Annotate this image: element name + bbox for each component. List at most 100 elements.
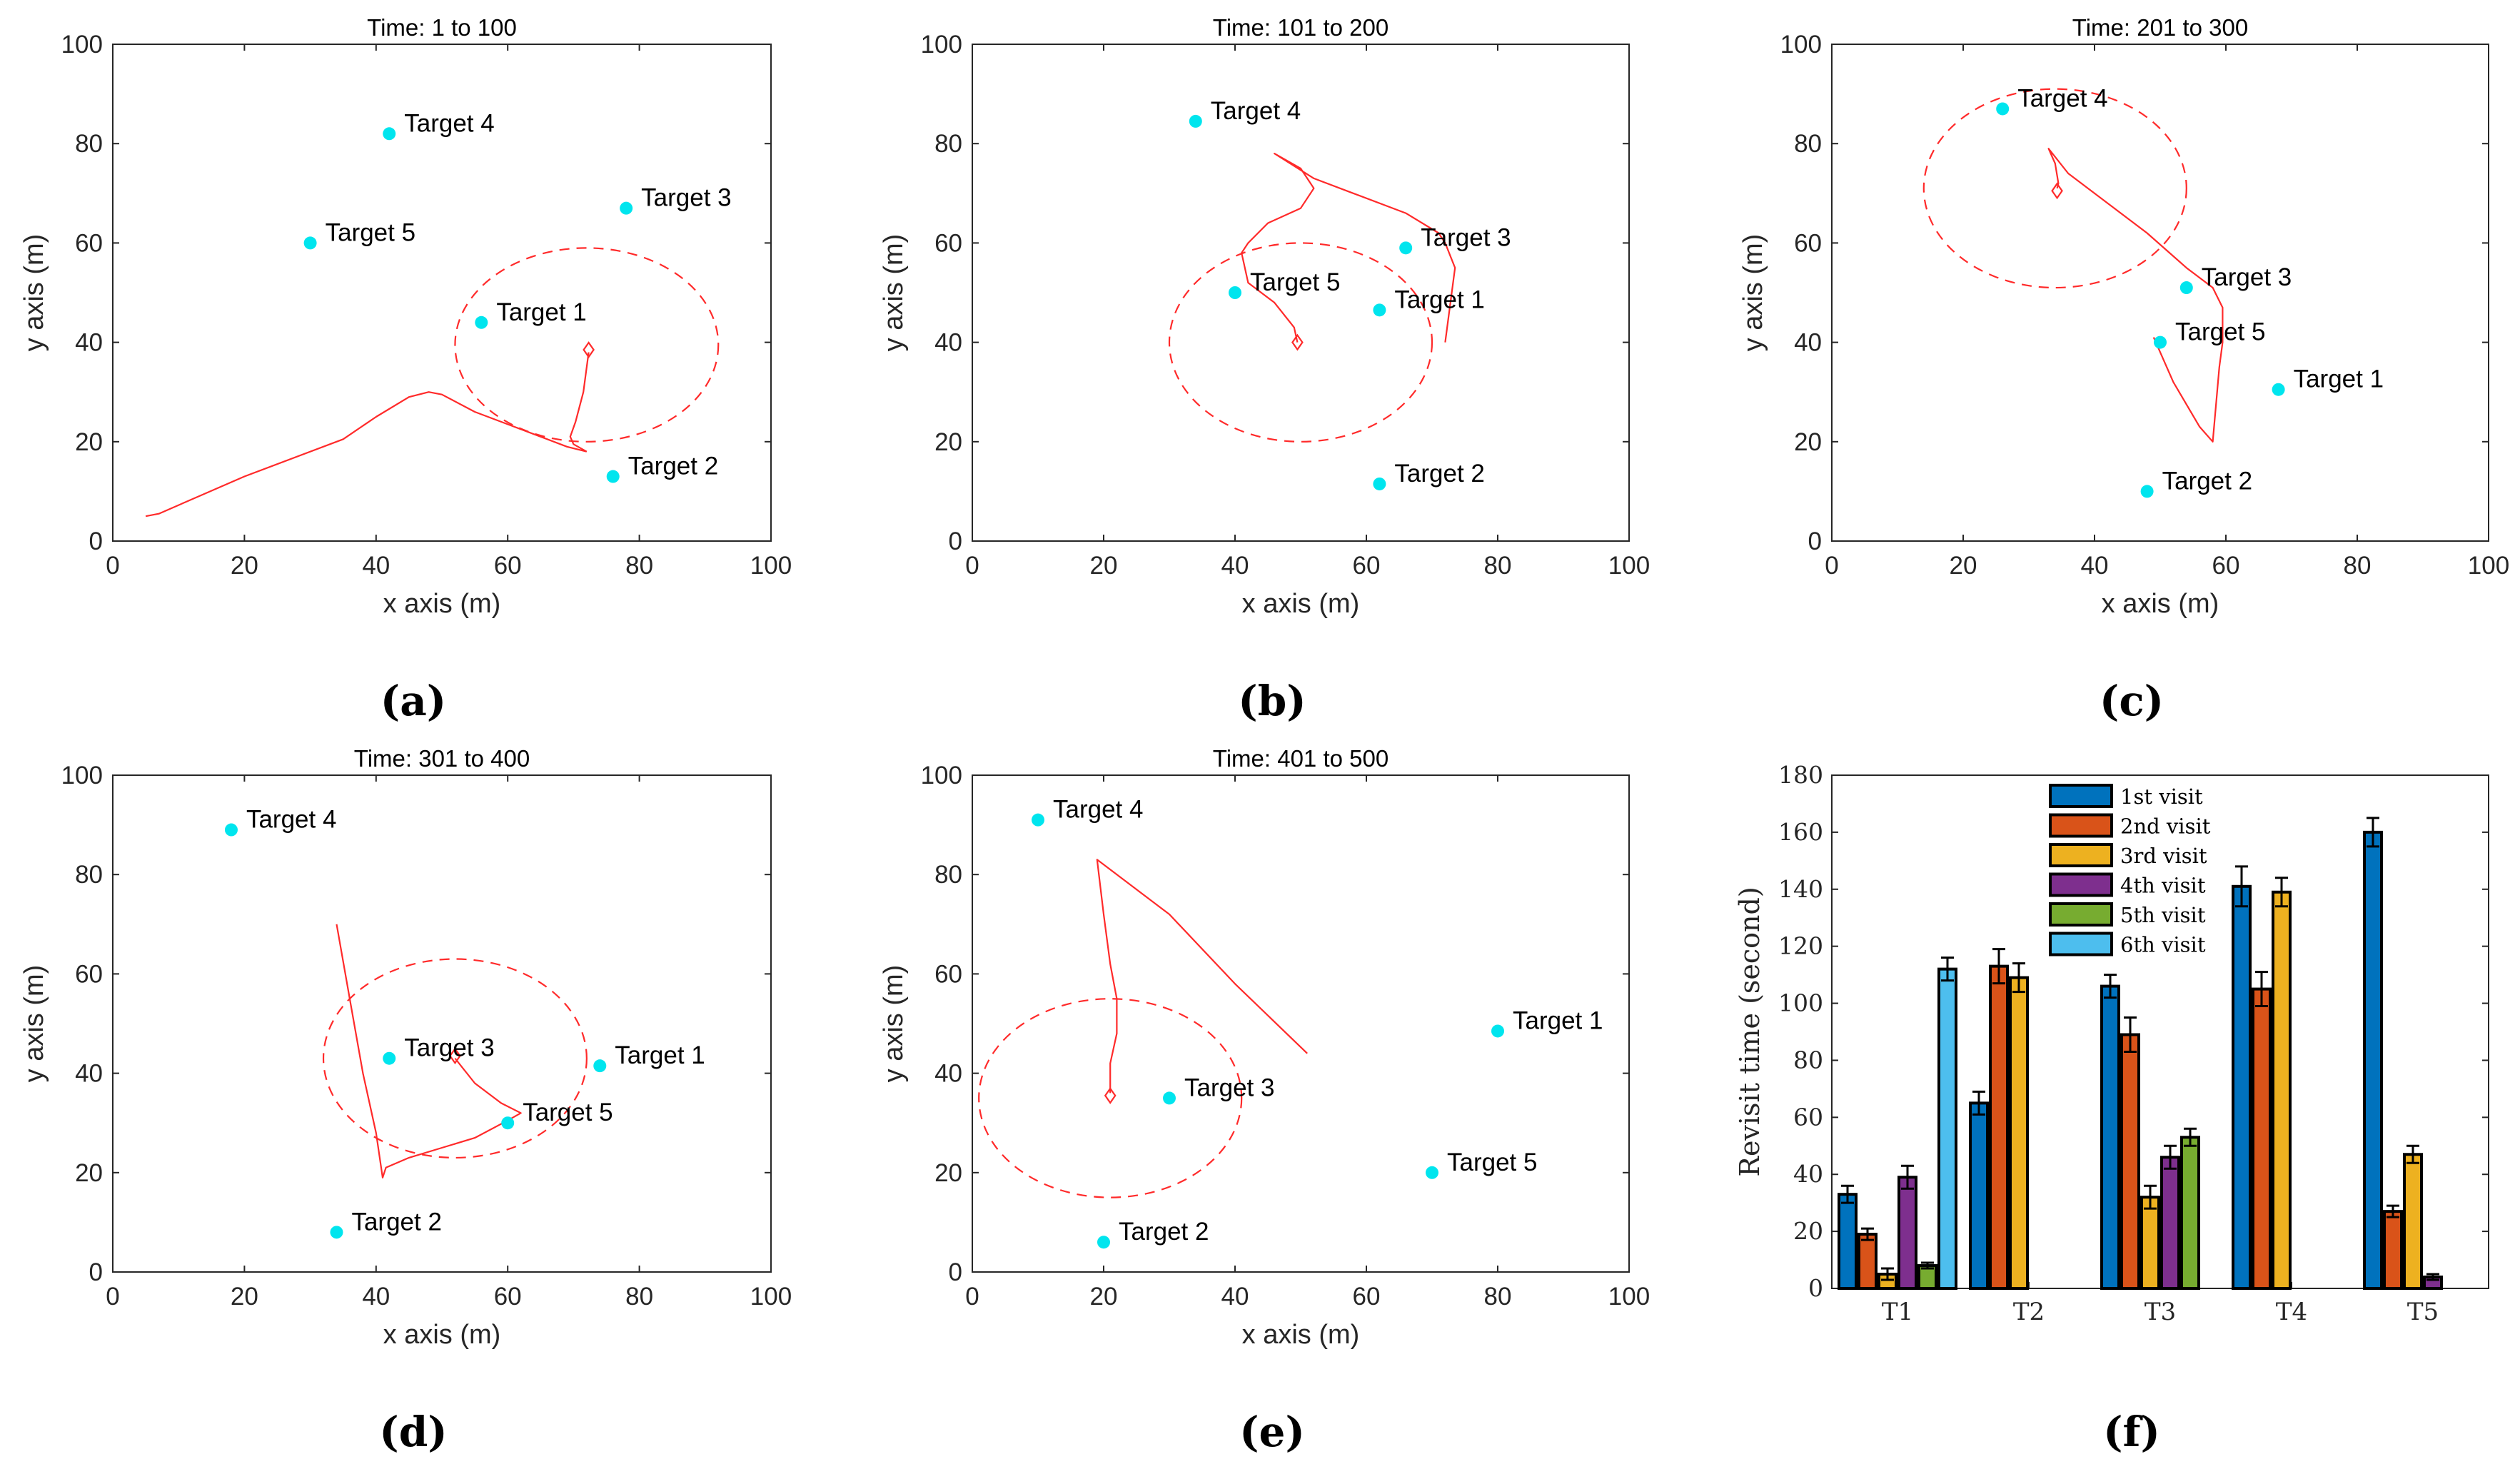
- x-tick-label: 80: [625, 552, 653, 580]
- target-point: [330, 1226, 343, 1239]
- legend-box: [2045, 777, 2225, 962]
- bar: [2160, 1156, 2180, 1291]
- target-label: Target 3: [404, 1034, 494, 1062]
- target-point: [1399, 241, 1413, 255]
- agent-marker: [2051, 182, 2063, 200]
- x-tick-label: 20: [1090, 552, 1118, 580]
- x-tick-label: 100: [1608, 552, 1650, 580]
- bar: [2232, 884, 2252, 1290]
- x-tick-label: 60: [2212, 552, 2240, 580]
- x-tick-label: 0: [106, 552, 119, 580]
- trajectory-line: [1096, 859, 1308, 1094]
- x-tick-label: T3: [2144, 1298, 2176, 1326]
- x-tick-label: 60: [494, 1283, 522, 1311]
- legend-label: 6th visit: [2120, 933, 2206, 957]
- target-label: Target 4: [404, 109, 494, 137]
- sensing-circle: [1922, 88, 2187, 289]
- y-axis-label: y axis (m): [19, 965, 49, 1083]
- sensing-circle: [978, 998, 1243, 1198]
- scatter-panel: 0 20 40 60 80 100 0 20 40 60 80 100 Time: 101 to 200…: [879, 14, 1650, 725]
- scatter-panel: 0 20 40 60 80 100 0 20 40 60 80 100 Time: 1 to 100 x …: [19, 14, 792, 725]
- y-axis-label: y axis (m): [879, 234, 909, 352]
- legend-swatch: [2049, 843, 2113, 867]
- panel-label: (f): [2103, 1408, 2160, 1456]
- y-tick-label: 20: [75, 428, 103, 456]
- y-axis-label: y axis (m): [879, 965, 909, 1083]
- target-point: [1491, 1024, 1504, 1038]
- target-point: [606, 470, 620, 483]
- y-tick-label: 60: [75, 960, 103, 988]
- y-axis-label: y axis (m): [19, 234, 49, 352]
- y-tick-label: 20: [1793, 1217, 1823, 1245]
- chart-title: Time: 401 to 500: [1213, 745, 1388, 772]
- bar: [1897, 1176, 1917, 1291]
- target-point: [475, 315, 488, 329]
- target-label: Target 4: [1053, 796, 1143, 824]
- y-tick-label: 20: [75, 1159, 103, 1187]
- x-tick-label: 80: [625, 1283, 653, 1311]
- trajectory-line: [336, 924, 522, 1178]
- x-tick-label: 100: [750, 1283, 792, 1311]
- x-tick-label: 60: [494, 552, 522, 580]
- target-label: Target 3: [2202, 263, 2292, 291]
- trajectory-line: [1241, 153, 1456, 343]
- x-tick-label: 80: [1484, 1283, 1512, 1311]
- bar: [1989, 964, 2009, 1291]
- bar: [2100, 984, 2120, 1290]
- panel-label: (a): [380, 677, 446, 725]
- y-tick-label: 120: [1778, 932, 1823, 960]
- axes-box: [1831, 44, 2489, 542]
- y-tick-label: 100: [1778, 989, 1823, 1017]
- axes-box: [112, 44, 772, 542]
- y-tick-label: 0: [1808, 527, 1822, 555]
- target-label: Target 2: [1394, 460, 1484, 488]
- y-tick-label: 0: [949, 1258, 962, 1286]
- target-point: [224, 823, 238, 837]
- x-tick-label: 0: [1825, 552, 1838, 580]
- x-tick-label: 20: [1090, 1283, 1118, 1311]
- y-tick-label: 80: [75, 130, 103, 158]
- panel-label: (d): [379, 1408, 447, 1456]
- y-tick-label: 40: [934, 329, 962, 357]
- sensing-circle: [454, 247, 720, 443]
- target-point: [620, 201, 633, 215]
- scatter-panel: 0 20 40 60 80 100 0 20 40 60 80 100 Time: 401 to 500…: [879, 745, 1650, 1456]
- y-tick-label: 100: [1780, 31, 1822, 59]
- target-label: Target 3: [1421, 223, 1511, 251]
- y-tick-label: 0: [949, 527, 962, 555]
- legend-label: 4th visit: [2120, 874, 2206, 898]
- x-tick-label: 60: [1353, 1283, 1381, 1311]
- x-tick-label: T1: [1882, 1298, 1913, 1326]
- x-tick-label: T5: [2407, 1298, 2439, 1326]
- y-tick-label: 0: [89, 527, 103, 555]
- target-label: Target 5: [2175, 318, 2265, 346]
- y-tick-label: 0: [1808, 1274, 1823, 1302]
- y-tick-label: 80: [934, 861, 962, 889]
- legend: 1st visit 2nd visit 3rd visit 4th visit 5th …: [2045, 777, 2225, 962]
- bar: [2009, 976, 2029, 1291]
- target-point: [593, 1059, 607, 1073]
- y-tick-label: 20: [1794, 428, 1822, 456]
- legend-label: 2nd visit: [2120, 814, 2211, 839]
- x-axis-label: x axis (m): [1242, 589, 1360, 619]
- y-tick-label: 160: [1778, 818, 1823, 846]
- bar: [1969, 1101, 1989, 1290]
- target-point: [2272, 383, 2285, 396]
- x-tick-label: 80: [1484, 552, 1512, 580]
- target-point: [1373, 303, 1386, 317]
- agent-marker: [583, 341, 595, 358]
- x-tick-label: 0: [106, 1283, 119, 1311]
- x-tick-label: T2: [2013, 1298, 2045, 1326]
- axes-box: [972, 774, 1630, 1273]
- y-tick-label: 180: [1778, 761, 1823, 789]
- y-tick-label: 20: [934, 1159, 962, 1187]
- target-label: Target 3: [641, 184, 731, 212]
- bar: [1838, 1193, 1858, 1291]
- y-tick-label: 100: [61, 31, 103, 59]
- legend-swatch: [2049, 872, 2113, 897]
- x-tick-label: 20: [231, 552, 258, 580]
- y-tick-label: 40: [75, 1060, 103, 1088]
- target-point: [383, 127, 396, 141]
- x-tick-label: 60: [1353, 552, 1381, 580]
- y-tick-label: 80: [75, 861, 103, 889]
